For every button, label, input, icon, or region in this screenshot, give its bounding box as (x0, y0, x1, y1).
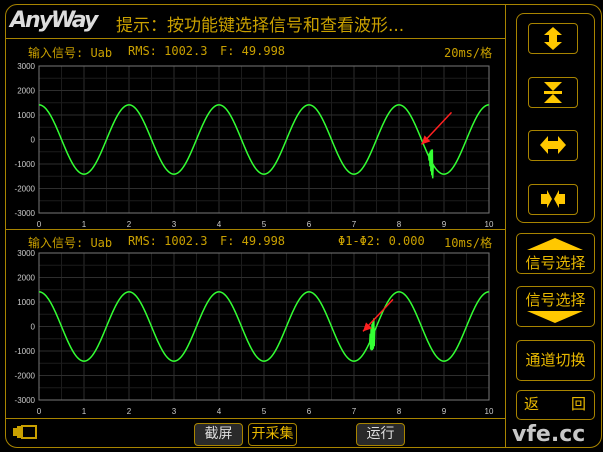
x-tick-label: 7 (352, 220, 357, 228)
compress-horizontal-icon (541, 190, 565, 208)
back-button[interactable]: 返 回 (516, 390, 595, 420)
compress-vertical-icon (544, 82, 562, 103)
y-tick-label: -1000 (15, 347, 36, 356)
x-tick-label: 7 (352, 407, 357, 416)
watermark: vfe.cc (512, 422, 586, 447)
signal-down-label: 信号选择 (525, 291, 586, 309)
y-tick-label: -1000 (15, 160, 36, 169)
waveform-line (39, 104, 489, 179)
divider (6, 418, 505, 419)
compress-vertical-button[interactable] (528, 77, 578, 108)
plot-border (38, 65, 490, 214)
expand-horizontal-button[interactable] (528, 130, 578, 161)
x-tick-label: 2 (127, 407, 132, 416)
y-tick-label: -2000 (15, 372, 36, 381)
x-tick-label: 1 (82, 220, 87, 228)
signal-label: 输入信号: Uab (28, 236, 113, 250)
x-tick-label: 8 (397, 407, 402, 416)
rms-value: RMS: 1002.3 (128, 234, 208, 248)
main-frame (5, 4, 602, 448)
phase-diff: Φ1-Φ2: 0.000 (338, 234, 425, 248)
y-tick-label: 3000 (17, 62, 35, 71)
waveform-line (39, 291, 489, 362)
expand-vertical-icon (544, 27, 562, 50)
anyway-logo: AnyWay (10, 8, 98, 33)
x-tick-label: 2 (127, 220, 132, 228)
expand-vertical-button[interactable] (528, 23, 578, 54)
x-tick-label: 6 (307, 407, 312, 416)
freq-value: F: 49.998 (220, 234, 286, 248)
x-tick-label: 6 (307, 220, 312, 228)
freq-value: F: 49.998 (220, 44, 286, 58)
annotation-arrowhead (363, 322, 372, 332)
x-tick-label: 3 (172, 407, 177, 416)
signal-select-down-button[interactable]: 信号选择 (516, 286, 595, 327)
x-tick-label: 9 (442, 220, 447, 228)
divider (6, 38, 505, 39)
x-tick-label: 1 (82, 407, 87, 416)
back-label-2: 回 (571, 395, 587, 413)
hint-text: 提示：按功能键选择信号和查看波形... (116, 16, 405, 36)
run-button[interactable]: 运行 (356, 423, 405, 446)
x-tick-label: 8 (397, 220, 402, 228)
x-tick-label: 10 (485, 407, 494, 416)
y-tick-label: 0 (31, 323, 36, 332)
compress-horizontal-button[interactable] (528, 184, 578, 215)
back-label: 返 (524, 395, 540, 413)
battery-icon (13, 425, 37, 439)
y-tick-label: 1000 (17, 298, 35, 307)
screenshot-button[interactable]: 截屏 (194, 423, 243, 446)
x-tick-label: 0 (37, 220, 42, 228)
y-tick-label: -3000 (15, 396, 36, 405)
x-tick-label: 3 (172, 220, 177, 228)
divider (6, 229, 505, 230)
x-tick-label: 0 (37, 407, 42, 416)
arrow-up-icon (527, 238, 583, 250)
zoom-button-group (516, 13, 595, 223)
y-tick-label: 3000 (17, 249, 35, 258)
x-tick-label: 9 (442, 407, 447, 416)
rms-value: RMS: 1002.3 (128, 44, 208, 58)
signal-select-up-button[interactable]: 信号选择 (516, 233, 595, 274)
annotation-arrowhead (421, 135, 431, 145)
timebase: 20ms/格 (444, 46, 493, 60)
x-tick-label: 10 (485, 220, 494, 228)
divider (505, 4, 506, 447)
timebase: 10ms/格 (444, 236, 493, 250)
y-tick-label: -2000 (15, 185, 36, 194)
y-tick-label: 1000 (17, 111, 35, 120)
channel-switch-button[interactable]: 通道切换 (516, 340, 595, 381)
signal-label: 输入信号: Uab (28, 46, 113, 60)
y-tick-label: 0 (31, 136, 36, 145)
plot-border (38, 252, 490, 401)
y-tick-label: -3000 (15, 209, 36, 218)
x-tick-label: 4 (217, 407, 222, 416)
y-tick-label: 2000 (17, 274, 35, 283)
y-tick-label: 2000 (17, 87, 35, 96)
signal-up-label: 信号选择 (525, 254, 586, 272)
arrow-down-icon (527, 311, 583, 323)
start-capture-button[interactable]: 开采集 (248, 423, 297, 446)
x-tick-label: 5 (262, 220, 267, 228)
x-tick-label: 4 (217, 220, 222, 228)
expand-horizontal-icon (540, 136, 566, 154)
x-tick-label: 5 (262, 407, 267, 416)
